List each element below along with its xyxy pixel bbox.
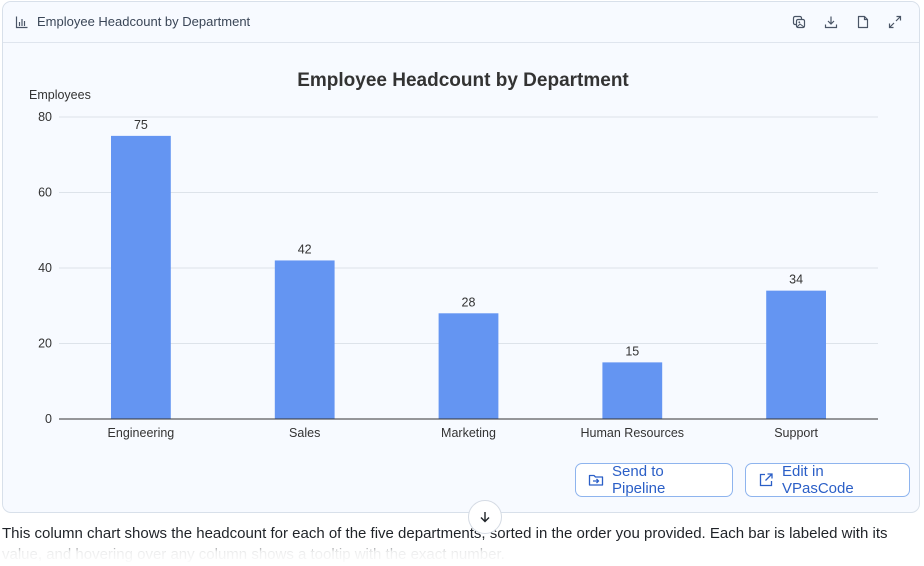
chart-title: Employee Headcount by Department [297,70,629,91]
file-button[interactable] [854,13,872,31]
edit-in-vpascode-label: Edit in VPasCode [782,463,854,497]
file-icon [857,15,869,29]
x-tick-label: Engineering [108,426,175,440]
download-button[interactable] [822,13,840,31]
chart-area: Employee Headcount by Department Employee… [3,43,919,453]
data-label: 75 [134,118,148,132]
bar-chart: Employee Headcount by Department Employee… [29,70,878,440]
copy-image-icon [792,15,806,29]
bar [438,313,499,419]
y-tick-label: 40 [38,261,52,275]
data-label: 42 [298,242,312,256]
data-label: 15 [625,344,639,358]
bar-chart-icon [15,15,29,29]
bar [111,135,171,419]
edit-in-vpascode-button[interactable]: Edit in VPasCode [745,463,910,497]
y-tick-label: 60 [38,186,52,200]
x-tick-label: Support [774,426,818,440]
folder-arrow-icon [588,474,604,486]
x-tick-label: Human Resources [581,426,685,440]
data-label: 34 [789,273,803,287]
fade-overlay [0,540,924,566]
card-title: Employee Headcount by Department [37,14,251,29]
bar [602,362,663,419]
chart-card: Employee Headcount by Department [2,1,920,513]
scroll-down-button[interactable] [468,500,502,534]
send-to-pipeline-label: Send to Pipeline [612,463,666,497]
bar [766,290,826,419]
copy-image-button[interactable] [790,13,808,31]
y-tick-label: 20 [38,337,52,351]
external-link-icon [759,473,773,487]
download-icon [824,16,838,29]
bar [274,260,335,419]
send-to-pipeline-button[interactable]: Send to Pipeline [575,463,733,497]
arrow-down-icon [480,512,490,523]
y-tick-label: 0 [45,412,52,426]
x-tick-label: Marketing [441,426,496,440]
y-axis-label: Employees [29,88,91,102]
card-header: Employee Headcount by Department [3,2,919,43]
x-tick-label: Sales [289,426,320,440]
y-tick-label: 80 [38,110,52,124]
expand-button[interactable] [886,13,904,31]
expand-icon [888,15,902,29]
data-label: 28 [462,295,476,309]
